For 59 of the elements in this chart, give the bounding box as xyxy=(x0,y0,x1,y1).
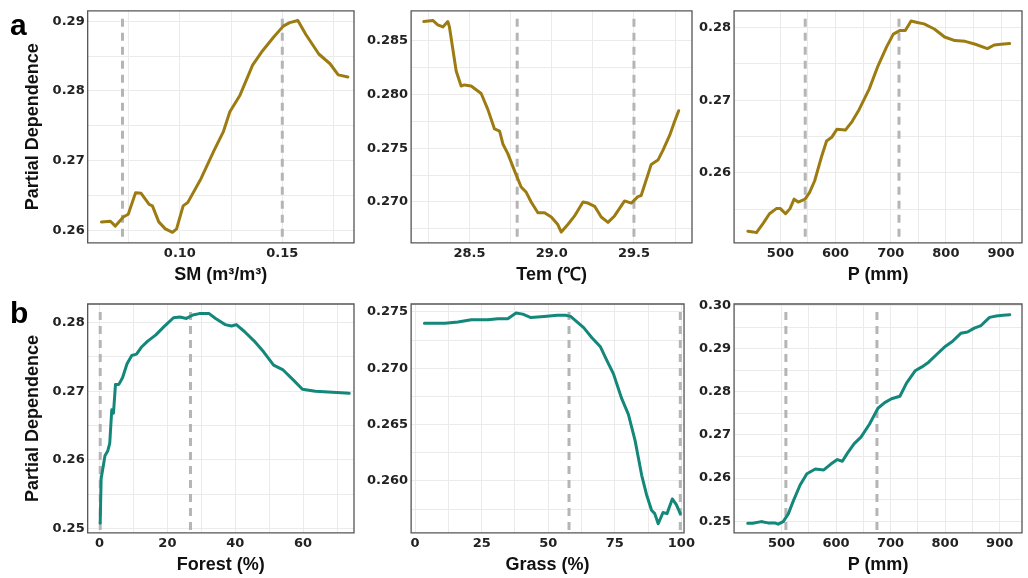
y-tick-label: 0.260 xyxy=(367,472,409,488)
x-tick-label: 600 xyxy=(822,244,850,260)
y-tick-label: 0.265 xyxy=(367,415,409,431)
x-tick-label: 28.5 xyxy=(453,244,486,260)
y-tick-label: 0.26 xyxy=(52,221,85,237)
x-tick-label: 700 xyxy=(877,534,905,550)
x-axis-title: SM (m³/m³) xyxy=(174,264,268,285)
x-tick-label: 29.0 xyxy=(535,244,568,260)
y-tick-label: 0.27 xyxy=(52,151,85,167)
y-tick-label: 0.27 xyxy=(52,382,85,398)
y-tick-label: 0.275 xyxy=(367,139,409,155)
y-tick-label: 0.28 xyxy=(699,383,732,399)
x-tick-label: 500 xyxy=(767,534,796,550)
y-tick-label: 0.26 xyxy=(699,164,732,180)
y-tick-label: 0.270 xyxy=(367,359,409,375)
x-tick-label: 40 xyxy=(226,534,245,550)
y-axis-title: Partial Dependence xyxy=(21,334,42,502)
y-tick-label: 0.280 xyxy=(367,85,409,101)
y-tick-label: 0.26 xyxy=(699,469,732,485)
x-tick-label: 700 xyxy=(877,244,905,260)
y-tick-label: 0.25 xyxy=(699,512,732,528)
x-axis-title: P (mm) xyxy=(847,554,909,575)
x-tick-label: 25 xyxy=(472,534,491,550)
x-tick-label: 0 xyxy=(410,534,420,550)
x-axis-title: P (mm) xyxy=(847,264,909,285)
y-tick-label: 0.29 xyxy=(699,340,732,356)
x-tick-label: 60 xyxy=(294,534,313,550)
y-tick-label: 0.275 xyxy=(367,303,409,319)
x-tick-label: 900 xyxy=(986,534,1014,550)
x-tick-label: 0 xyxy=(95,534,105,550)
x-tick-label: 50 xyxy=(539,534,558,550)
x-tick-label: 29.5 xyxy=(617,244,650,260)
y-tick-label: 0.285 xyxy=(367,32,409,48)
y-axis-title: Partial Dependence xyxy=(21,43,42,211)
x-tick-label: 20 xyxy=(158,534,177,550)
x-axis-title: Grass (%) xyxy=(505,554,590,575)
y-tick-label: 0.28 xyxy=(52,313,85,329)
x-tick-label: 800 xyxy=(931,534,959,550)
y-tick-label: 0.28 xyxy=(52,82,85,98)
x-axis-title: Tem (℃) xyxy=(516,264,587,285)
x-tick-label: 900 xyxy=(987,244,1015,260)
x-tick-label: 100 xyxy=(667,534,695,550)
x-tick-label: 600 xyxy=(822,534,850,550)
y-tick-label: 0.27 xyxy=(699,91,732,107)
y-tick-label: 0.30 xyxy=(699,297,732,313)
x-tick-label: 75 xyxy=(605,534,624,550)
x-tick-label: 800 xyxy=(932,244,960,260)
y-tick-label: 0.28 xyxy=(699,18,732,34)
x-tick-label: 0.15 xyxy=(266,244,299,260)
y-tick-label: 0.25 xyxy=(52,520,85,536)
x-tick-label: 500 xyxy=(766,244,794,260)
y-tick-label: 0.27 xyxy=(699,426,732,442)
text: b xyxy=(10,296,29,329)
y-tick-label: 0.26 xyxy=(52,451,85,467)
y-tick-label: 0.270 xyxy=(367,193,409,209)
y-tick-label: 0.29 xyxy=(52,12,85,28)
x-axis-title: Forest (%) xyxy=(176,554,265,575)
x-tick-label: 0.10 xyxy=(163,244,196,260)
text: a xyxy=(10,8,27,41)
